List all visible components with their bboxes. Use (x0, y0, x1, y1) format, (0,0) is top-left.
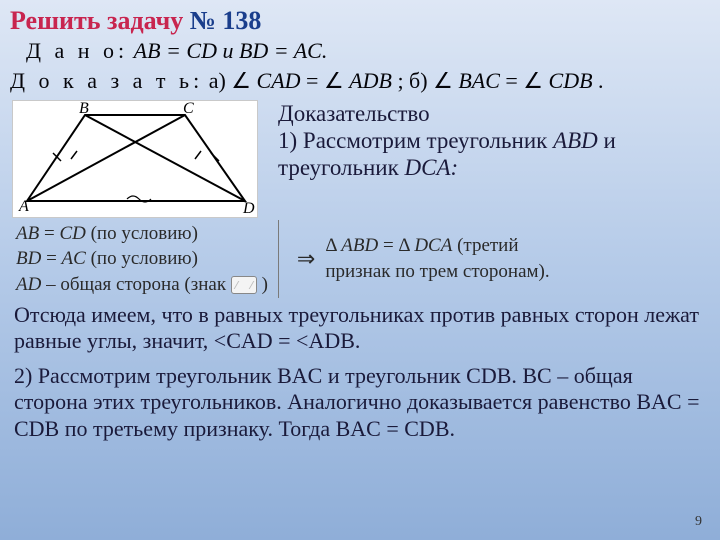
vertex-a: A (18, 198, 29, 215)
proof-line3b: DCA: (405, 155, 459, 180)
given-text: AB = CD и BD = AC. (134, 38, 328, 63)
angle-icon: ∠ (433, 68, 453, 94)
cond2-c: AC (62, 248, 86, 269)
vertex-c: C (183, 101, 194, 117)
cond1-c: CD (59, 223, 85, 244)
result-block: Δ ABD = Δ DCA (третий признак по трем ст… (325, 233, 549, 284)
cond2-eq: = (46, 248, 61, 269)
proof-line2c: и (604, 128, 616, 153)
res-a: ABD (341, 235, 378, 256)
implies-arrow: ⇒ (297, 246, 315, 272)
geometry-figure: A B C D (12, 100, 258, 218)
angle-icon: ∠ (523, 68, 543, 94)
angle-icon: ∠ (231, 68, 251, 94)
proof-intro: Доказательство 1) Рассмотрим треугольник… (278, 100, 616, 181)
eq2: = (505, 68, 523, 93)
vertex-b: B (79, 101, 89, 117)
congruent-mark-icon (231, 276, 257, 294)
cond2-d: (по условию) (91, 248, 198, 269)
given-label: Д а н о: (26, 38, 128, 63)
prove-b-rhs: CDB (549, 68, 593, 93)
cond1-d: (по условию) (91, 223, 198, 244)
paragraph-2: 2) Рассмотрим треугольник BAC и треуголь… (14, 363, 702, 442)
prove-label: Д о к а з а т ь: (10, 68, 203, 93)
cond3-b: – общая сторона (знак (46, 274, 231, 295)
prove-line: Д о к а з а т ь: а) ∠ CAD = ∠ ADB ; б) ∠… (10, 68, 710, 94)
prove-a-lhs: CAD (257, 68, 301, 93)
cond3-a: AD (16, 274, 41, 295)
res-c: DCA (414, 235, 452, 256)
eq: = (306, 68, 324, 93)
conditions-block: AB = CD (по условию) BD = AC (по условию… (16, 221, 268, 298)
page-title: Решить задачу № 138 (10, 6, 710, 36)
delta-icon: Δ (398, 235, 409, 256)
cond3-c: ) (262, 274, 268, 295)
prove-a-label: а) (209, 68, 232, 93)
prove-a-rhs: ADB (349, 68, 392, 93)
proof-line2b: ABD (553, 128, 598, 153)
title-number: № 138 (190, 6, 262, 35)
page-number: 9 (695, 514, 702, 530)
proof-line2a: 1) Рассмотрим треугольник (278, 128, 553, 153)
dot: . (598, 68, 604, 93)
separator-line (278, 220, 279, 298)
res-d: (третий (457, 235, 518, 256)
proof-line3a: треугольник (278, 155, 405, 180)
delta-icon: Δ (325, 235, 336, 256)
cond2-a: BD (16, 248, 41, 269)
title-text: Решить задачу (10, 6, 190, 35)
prove-b-label: ; б) (397, 68, 433, 93)
res-line2: признак по трем сторонам). (325, 259, 549, 285)
paragraph-1: Отсюда имеем, что в равных треугольниках… (14, 302, 702, 355)
angle-icon: ∠ (324, 68, 344, 94)
given-line: Д а н о: AB = CD и BD = AC. (26, 38, 710, 64)
res-eq: = (383, 235, 398, 256)
vertex-d: D (242, 200, 255, 217)
proof-heading: Доказательство (278, 100, 616, 127)
cond1-a: AB (16, 223, 39, 244)
prove-b-lhs: BAC (458, 68, 500, 93)
cond1-eq: = (44, 223, 59, 244)
